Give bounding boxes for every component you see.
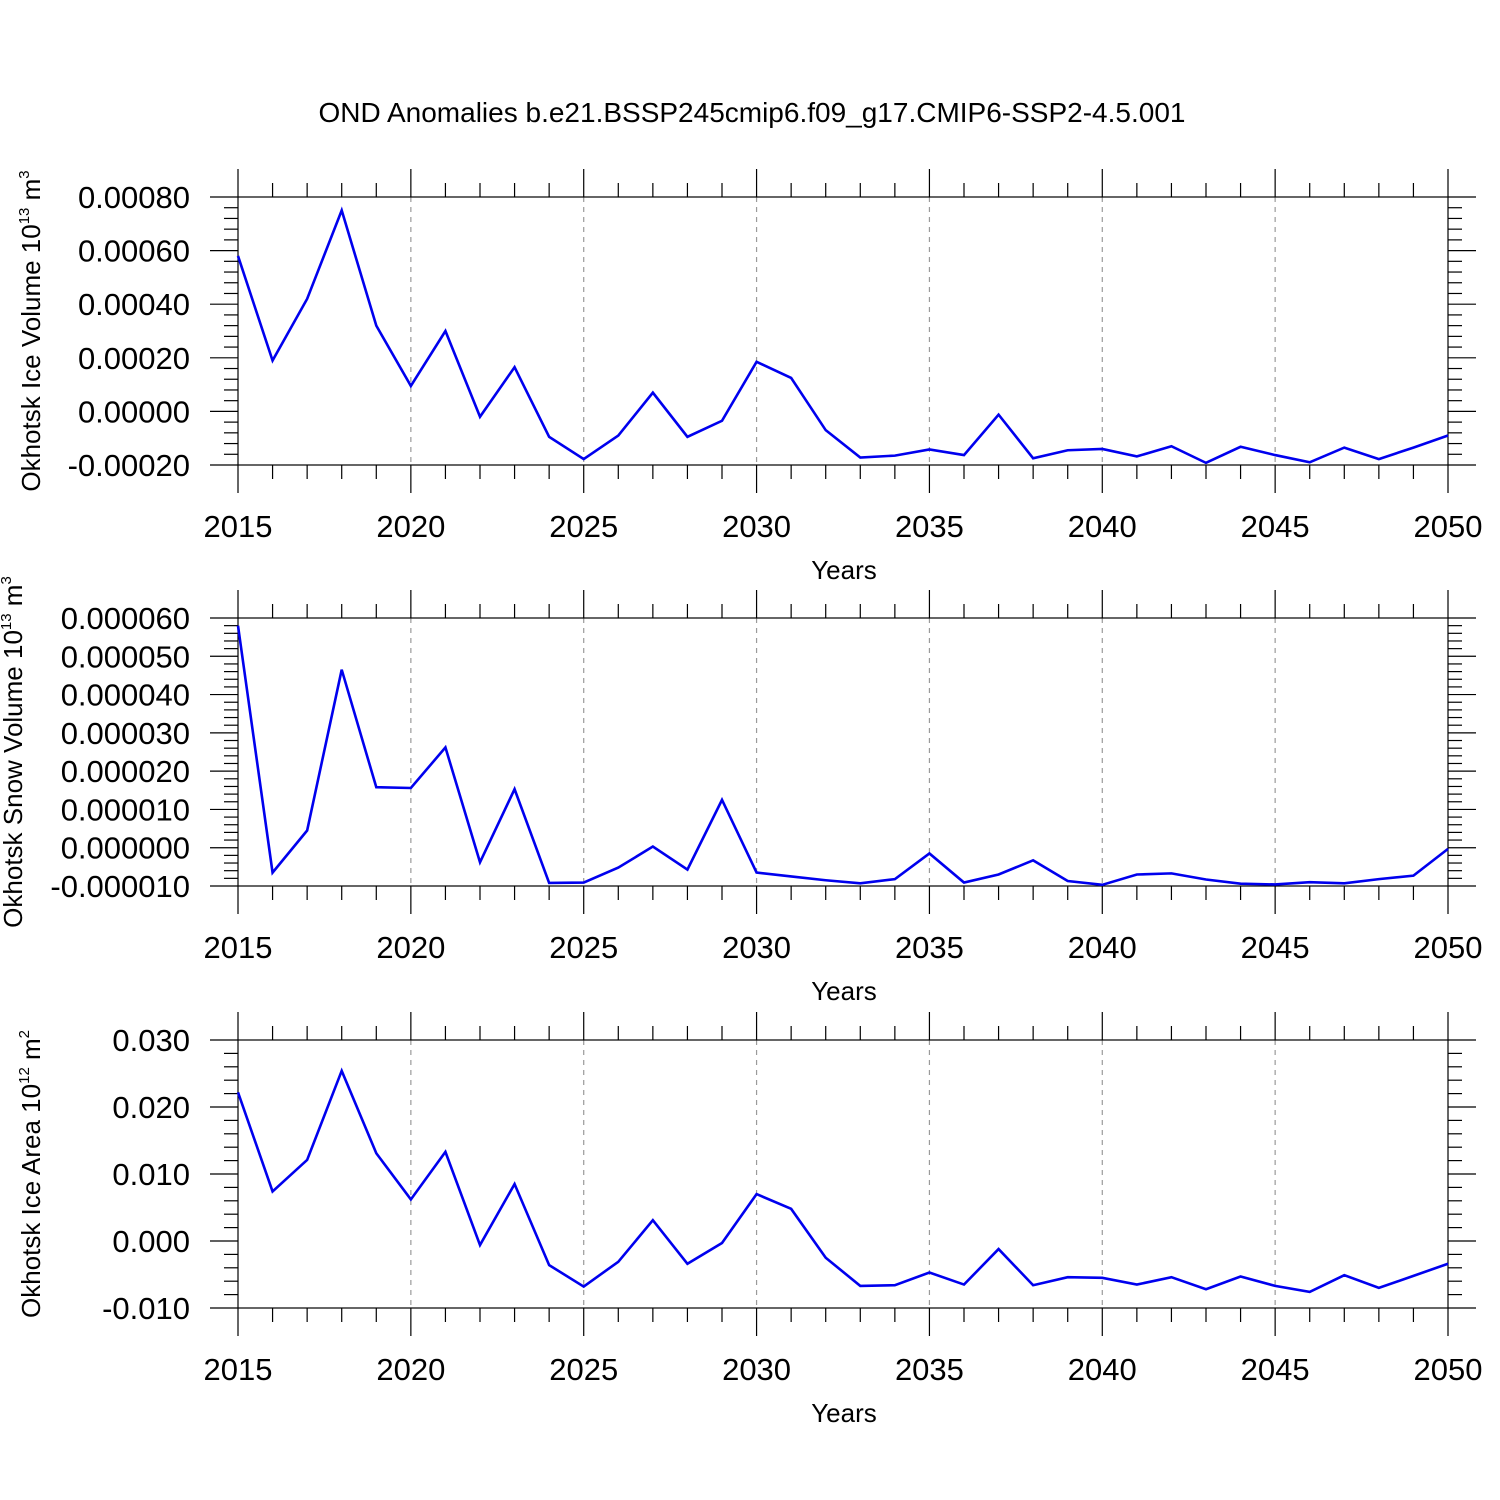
x-axis-title: Years [811, 976, 877, 1006]
x-tick-label: 2035 [895, 930, 964, 965]
x-axis-title: Years [811, 1398, 877, 1428]
x-axis-title: Years [811, 555, 877, 585]
x-tick-label: 2020 [376, 509, 445, 544]
y-tick-label: 0.000060 [61, 601, 190, 636]
x-tick-label: 2030 [722, 1352, 791, 1387]
y-axis-title-main: Okhotsk Snow Volume 10 [0, 630, 28, 928]
y-tick-label: 0.00020 [78, 341, 190, 376]
x-tick-label: 2045 [1241, 930, 1310, 965]
y-tick-label: 0.010 [112, 1157, 190, 1192]
y-tick-label: -0.010 [102, 1291, 190, 1326]
x-tick-label: 2040 [1068, 1352, 1137, 1387]
x-tick-label: 2025 [549, 1352, 618, 1387]
series-line [236, 206, 1449, 465]
plot-frame [237, 1039, 1449, 1309]
y-tick-label: 0.00060 [78, 234, 190, 269]
plot-frame [237, 196, 1449, 466]
y-tick-label: 0.000020 [61, 754, 190, 789]
figure-title: OND Anomalies b.e21.BSSP245cmip6.f09_g17… [319, 97, 1186, 128]
y-tick-label: -0.00020 [68, 448, 190, 483]
series-line [236, 625, 1449, 887]
panel-3: 2015 2020 2025 2030 2035 2040 2045 2050 Years -0.… [16, 1012, 1482, 1428]
y-axis-title: Okhotsk Ice Area 1012 m2 [16, 1030, 46, 1318]
panel-2: 2015 2020 2025 2030 2035 2040 2045 2050 Years -0.… [0, 576, 1482, 1006]
y-axis-title-main: Okhotsk Ice Area 10 [16, 1084, 46, 1318]
x-tick-label: 2050 [1414, 1352, 1483, 1387]
y-tick-label: 0.000030 [61, 716, 190, 751]
y-axis-title-unit-exponent: 3 [16, 170, 33, 178]
plot-frame [237, 617, 1449, 887]
x-tick-label: 2050 [1414, 930, 1483, 965]
x-tick-label: 2035 [895, 509, 964, 544]
x-tick-label: 2025 [549, 509, 618, 544]
y-tick-label: 0.030 [112, 1023, 190, 1058]
y-axis-title-unit-exponent: 2 [16, 1030, 33, 1038]
series-line [236, 1067, 1449, 1294]
y-axis-title-unit: m [16, 1038, 46, 1067]
x-tick-label: 2045 [1241, 509, 1310, 544]
x-tick-label: 2040 [1068, 930, 1137, 965]
y-tick-label: 0.00040 [78, 287, 190, 322]
y-tick-label: 0.020 [112, 1090, 190, 1125]
y-tick-label: -0.000010 [50, 869, 190, 904]
y-axis-title-unit: m [16, 179, 46, 208]
x-tick-label: 2030 [722, 509, 791, 544]
x-tick-label: 2015 [204, 1352, 273, 1387]
y-axis-title-unit-exponent: 3 [0, 576, 15, 584]
x-tick-label: 2025 [549, 930, 618, 965]
x-tick-label: 2020 [376, 930, 445, 965]
y-tick-label: 0.000010 [61, 792, 190, 827]
x-tick-label: 2030 [722, 930, 791, 965]
y-tick-label: 0.000 [112, 1224, 190, 1259]
y-tick-label: 0.000040 [61, 678, 190, 713]
panels: 2015 2020 2025 2030 2035 2040 2045 2050 Years -0.… [0, 169, 1482, 1428]
y-tick-label: 0.000000 [61, 831, 190, 866]
x-tick-label: 2045 [1241, 1352, 1310, 1387]
y-axis-title-exponent: 13 [16, 208, 33, 225]
y-tick-label: 0.000050 [61, 639, 190, 674]
panel-1: 2015 2020 2025 2030 2035 2040 2045 2050 Years -0.… [16, 169, 1482, 585]
x-tick-label: 2035 [895, 1352, 964, 1387]
y-axis-title-exponent: 12 [16, 1067, 33, 1084]
x-tick-label: 2015 [204, 509, 273, 544]
y-axis-title-main: Okhotsk Ice Volume 10 [16, 224, 46, 491]
x-tick-label: 2050 [1414, 509, 1483, 544]
y-axis-title-exponent: 13 [0, 613, 15, 630]
y-axis-title-unit: m [0, 585, 28, 614]
y-axis-title: Okhotsk Ice Volume 1013 m3 [16, 170, 46, 491]
y-tick-label: 0.00080 [78, 180, 190, 215]
y-tick-label: 0.00000 [78, 394, 190, 429]
x-tick-label: 2020 [376, 1352, 445, 1387]
x-tick-label: 2015 [204, 930, 273, 965]
y-axis-title: Okhotsk Snow Volume 1013 m3 [0, 576, 28, 928]
x-tick-label: 2040 [1068, 509, 1137, 544]
